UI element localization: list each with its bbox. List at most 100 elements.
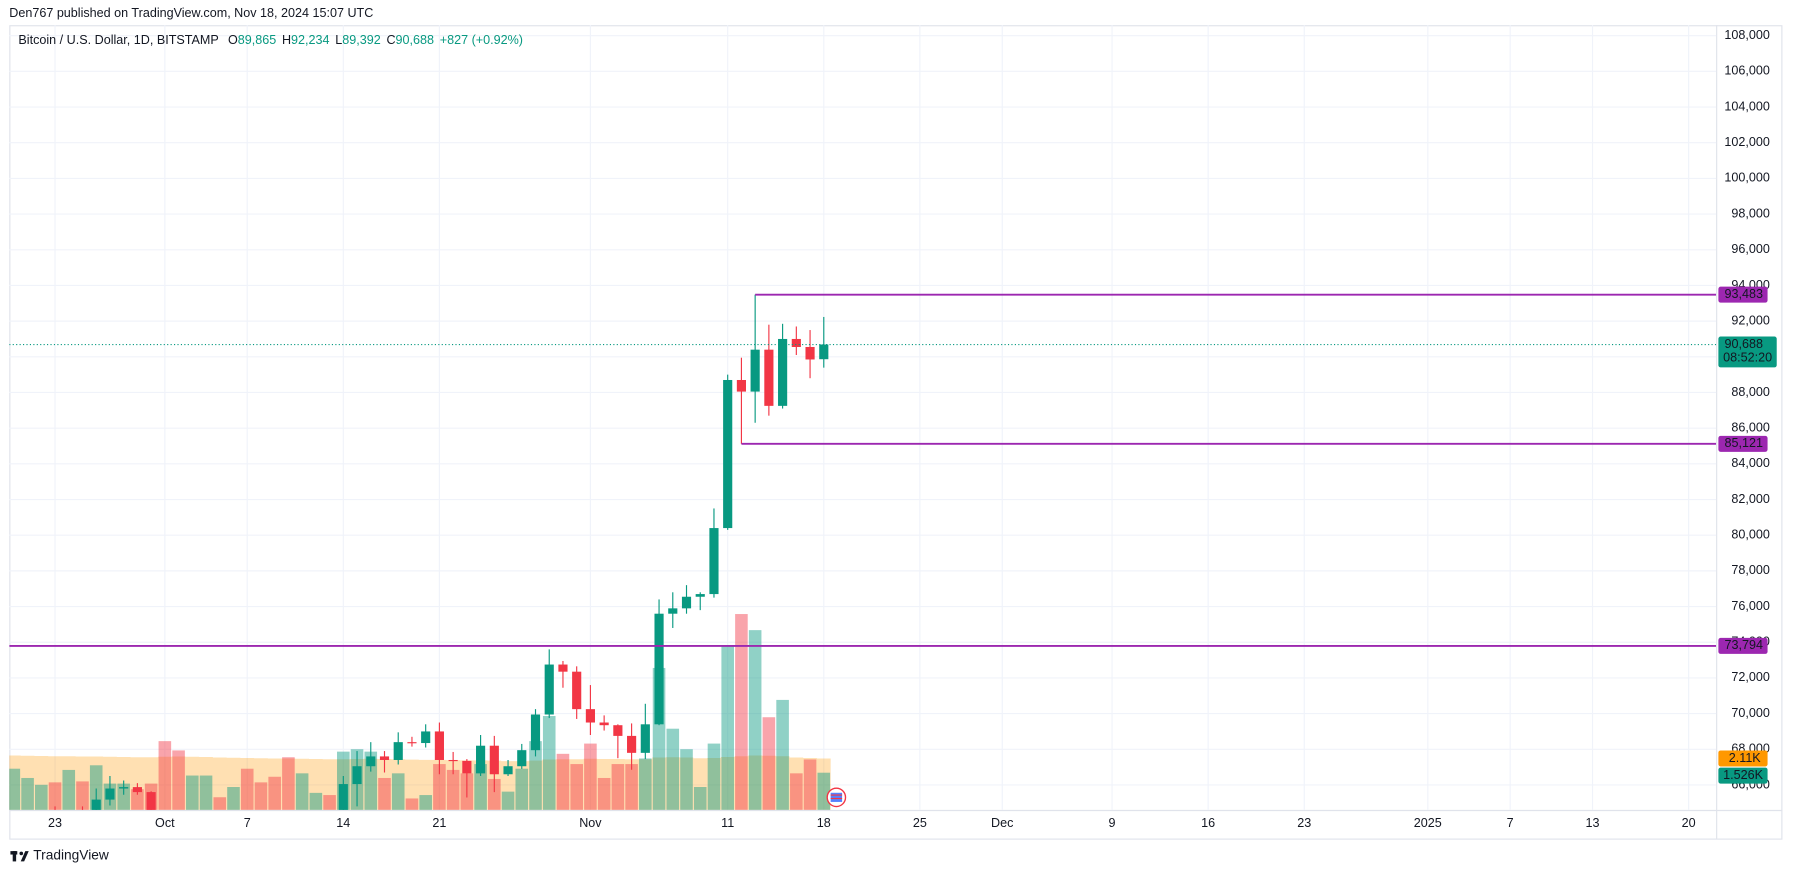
y-tick-label: 82,000 <box>1731 492 1769 506</box>
y-tick-label: 80,000 <box>1731 528 1769 542</box>
candle-body <box>489 745 499 775</box>
volume-badge <box>1718 767 1768 784</box>
volume-bar <box>474 764 487 810</box>
candle-body <box>778 338 788 406</box>
volume-bar <box>584 743 597 810</box>
volume-bar <box>158 741 172 810</box>
volume-bar <box>529 741 542 810</box>
volume-bar <box>62 769 76 810</box>
volume-ma-area <box>9 755 831 810</box>
volume-bar <box>254 782 268 810</box>
volume-bar <box>762 717 776 810</box>
volume-bar <box>776 699 789 810</box>
volume-bar <box>488 778 501 810</box>
candle-body <box>764 349 774 406</box>
x-tick-label: 7 <box>244 816 251 830</box>
y-tick-label: 84,000 <box>1731 456 1769 470</box>
volume-bar <box>213 797 227 810</box>
x-tick-label: Oct <box>155 816 175 830</box>
grid <box>9 25 1717 810</box>
volume-bar <box>35 784 48 810</box>
volume-bar <box>295 773 309 810</box>
candle-body <box>393 742 403 760</box>
candle-body <box>407 742 417 744</box>
volume-bar <box>817 772 831 810</box>
legend-key: L <box>335 34 342 48</box>
y-tick-label: 76,000 <box>1731 599 1769 613</box>
candle-body <box>613 725 623 736</box>
legend-symbol: Bitcoin / U.S. Dollar, 1D, BITSTAMP <box>18 34 218 48</box>
candle-body <box>791 338 801 347</box>
level-badge <box>1718 286 1768 303</box>
x-tick-label: Nov <box>579 816 602 830</box>
candle-body <box>668 608 678 614</box>
y-tick-label: 72,000 <box>1731 670 1769 684</box>
volume-label: 1.526K <box>1723 768 1763 782</box>
x-tick-label: 18 <box>817 816 831 830</box>
volume-bar <box>76 781 89 810</box>
candle-body <box>338 784 348 810</box>
x-tick-label: 23 <box>1297 816 1311 830</box>
volume-bar <box>21 777 34 810</box>
candle-body <box>681 596 692 609</box>
candle-body <box>366 756 376 767</box>
volume-bar <box>391 773 405 810</box>
volume-bar <box>515 768 529 810</box>
volume-bar <box>282 757 295 810</box>
volume-bar <box>707 743 721 810</box>
volume-bar <box>597 777 611 810</box>
volume-bar <box>666 728 680 810</box>
candle-body <box>627 735 637 753</box>
candle-body <box>530 714 541 751</box>
candle-body <box>476 745 486 774</box>
level-label: 73,794 <box>1725 638 1763 652</box>
volume-bar <box>186 775 199 810</box>
candle-body <box>503 766 513 775</box>
x-tick-label: 21 <box>432 816 446 830</box>
volume-bar <box>405 798 419 810</box>
footer-logo <box>10 851 29 862</box>
candle-body <box>146 792 156 810</box>
plot-area <box>9 293 1717 810</box>
legend-key: H <box>282 34 291 48</box>
volume-bar <box>570 764 583 810</box>
volume-bar <box>790 773 803 810</box>
candle-body <box>805 346 815 360</box>
x-tick-label: 11 <box>721 816 734 830</box>
y-tick-label: 88,000 <box>1731 385 1769 399</box>
volume-bar <box>693 787 707 810</box>
y-tick-label: 70,000 <box>1731 706 1769 720</box>
axes: 66,00068,00070,00072,00074,00076,00078,0… <box>48 28 1777 830</box>
volume-bar <box>625 764 638 810</box>
volume-bar <box>323 795 336 810</box>
volume-bar <box>117 783 130 810</box>
frame <box>9 25 1783 840</box>
legend-key: O <box>228 34 238 48</box>
volume-bar <box>89 765 103 810</box>
volume-bar <box>419 795 432 810</box>
volume-bar <box>748 630 762 810</box>
footer: TradingView <box>33 847 109 862</box>
candle-body <box>379 756 390 760</box>
candle-body <box>421 731 431 744</box>
legend-value: 89,392 <box>342 34 380 48</box>
legend-value: 92,234 <box>291 34 329 48</box>
volume-bar <box>131 789 144 810</box>
candle-body <box>736 379 746 392</box>
x-tick-label: 9 <box>1109 816 1116 830</box>
y-tick-label: 98,000 <box>1731 206 1769 220</box>
legend-value: 90,688 <box>396 34 434 48</box>
candle-body <box>119 787 129 789</box>
legend-value: 89,865 <box>238 34 276 48</box>
volume-bar <box>556 753 570 810</box>
last-price-badge <box>1718 336 1777 368</box>
volume-bar <box>268 776 281 810</box>
volume-bar <box>433 764 446 810</box>
volume-ma-label: 2.11K <box>1729 751 1762 765</box>
candle-body <box>105 788 115 800</box>
y-tick-label: 108,000 <box>1724 28 1769 42</box>
x-tick-label: 20 <box>1682 816 1696 830</box>
volume-bar <box>172 750 185 810</box>
